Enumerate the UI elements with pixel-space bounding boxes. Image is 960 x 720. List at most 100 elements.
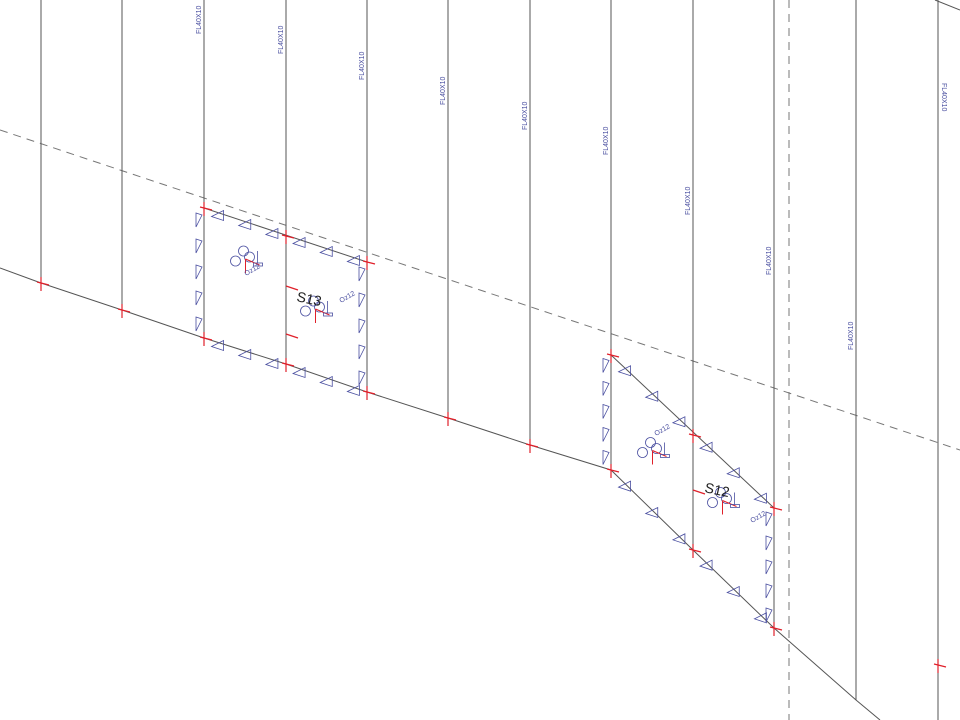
node-marker bbox=[362, 390, 376, 395]
member-labels: FL40X10 FL40X10 FL40X10 FL40X10 FL40X10 … bbox=[196, 5, 947, 350]
support-symbol-icon bbox=[300, 305, 311, 317]
support-triangle bbox=[292, 366, 306, 379]
support-triangle bbox=[699, 559, 713, 571]
member-label[interactable]: FL40X10 bbox=[603, 126, 610, 155]
support-axis bbox=[722, 500, 737, 507]
support-triangle bbox=[195, 238, 203, 254]
member-label[interactable]: FL40X10 bbox=[685, 186, 692, 215]
support-triangle bbox=[264, 227, 279, 240]
support-triangle bbox=[765, 535, 773, 551]
support-triangle bbox=[358, 266, 366, 282]
member-label[interactable]: FL40X10 bbox=[359, 51, 366, 80]
support-symbol-icon bbox=[715, 487, 726, 498]
support-triangle bbox=[699, 441, 713, 453]
support-triangle bbox=[726, 585, 740, 598]
node-marker bbox=[362, 260, 376, 265]
node-marker bbox=[606, 468, 620, 473]
slab-label-s13[interactable]: S13 bbox=[295, 288, 323, 309]
member-label[interactable]: FL40X10 bbox=[196, 5, 203, 34]
support-plate bbox=[323, 312, 333, 317]
support-triangle bbox=[292, 236, 306, 249]
grid-line bbox=[0, 129, 960, 451]
support-axis bbox=[652, 450, 667, 457]
support-plate bbox=[660, 454, 670, 458]
member-label[interactable]: FL40X10 bbox=[278, 25, 285, 54]
support-symbol-icon bbox=[645, 437, 656, 448]
support-triangle bbox=[319, 375, 333, 388]
support-triangle bbox=[753, 492, 767, 504]
support-triangle bbox=[358, 292, 366, 308]
node-marker bbox=[769, 626, 783, 631]
support-triangle bbox=[210, 209, 224, 222]
support-label: Oz12 bbox=[339, 290, 357, 304]
member-label[interactable]: FL40X10 bbox=[940, 83, 947, 112]
support-triangle bbox=[617, 480, 631, 492]
support-triangle bbox=[237, 218, 252, 231]
node-marker bbox=[692, 489, 706, 495]
support-symbol-icon bbox=[651, 443, 662, 454]
support-triangle bbox=[195, 212, 203, 228]
support-symbol-icon bbox=[637, 447, 648, 458]
node-marker bbox=[199, 336, 213, 341]
node-marker bbox=[281, 234, 295, 239]
node-marker bbox=[933, 663, 947, 668]
node-marker bbox=[525, 443, 539, 448]
support-symbol-icon bbox=[230, 255, 241, 267]
support-triangle bbox=[671, 416, 686, 428]
support-axis bbox=[315, 308, 330, 316]
support-triangle bbox=[195, 264, 203, 280]
support-symbol-icon bbox=[308, 295, 319, 307]
support-label: Oz12 bbox=[654, 423, 672, 437]
support-triangle bbox=[602, 380, 610, 396]
support-triangle bbox=[617, 365, 631, 377]
support-triangle bbox=[195, 316, 203, 332]
node-marker bbox=[443, 416, 457, 421]
support-symbol-icon bbox=[244, 251, 255, 263]
supports bbox=[195, 209, 773, 624]
support-triangle bbox=[765, 559, 773, 575]
support-symbol-icon bbox=[721, 493, 732, 504]
node-marker bbox=[285, 333, 299, 339]
node-marker bbox=[281, 362, 295, 367]
support-triangle bbox=[237, 348, 252, 361]
support-triangle bbox=[346, 254, 360, 267]
support-symbol-icon bbox=[707, 497, 718, 508]
slab-label-s12[interactable]: S12 bbox=[703, 479, 731, 500]
support-triangle bbox=[765, 607, 773, 623]
support-symbol-icon bbox=[314, 301, 325, 313]
support-triangle bbox=[358, 370, 366, 386]
node-marker bbox=[688, 433, 702, 438]
support-axis bbox=[245, 258, 260, 266]
node-marker bbox=[769, 506, 783, 511]
support-triangle bbox=[195, 290, 203, 306]
member-label[interactable]: FL40X10 bbox=[440, 76, 447, 105]
support-plate bbox=[730, 504, 740, 508]
support-triangle bbox=[358, 344, 366, 360]
member-label[interactable]: FL40X10 bbox=[848, 321, 855, 350]
support-triangle bbox=[346, 384, 360, 397]
member-label[interactable]: FL40X10 bbox=[522, 101, 529, 130]
support-plate bbox=[253, 262, 263, 267]
node-marker bbox=[688, 548, 702, 553]
support-triangle bbox=[644, 390, 659, 402]
support-triangle bbox=[602, 426, 610, 442]
support-triangle bbox=[264, 357, 279, 370]
support-triangle bbox=[644, 506, 659, 519]
node-marker bbox=[606, 353, 620, 358]
support-triangle bbox=[602, 403, 610, 419]
support-triangle bbox=[765, 511, 773, 527]
support-triangle bbox=[726, 467, 740, 479]
support-triangle bbox=[358, 318, 366, 334]
beam-line bbox=[0, 267, 881, 720]
nodes bbox=[36, 202, 947, 673]
node-marker bbox=[199, 206, 213, 211]
support-label: Oz12 bbox=[750, 510, 768, 524]
support-triangle bbox=[753, 612, 767, 624]
support-triangle bbox=[765, 583, 773, 599]
support-triangle bbox=[602, 449, 610, 465]
member-label[interactable]: FL40X10 bbox=[766, 246, 773, 275]
node-marker bbox=[117, 308, 131, 313]
